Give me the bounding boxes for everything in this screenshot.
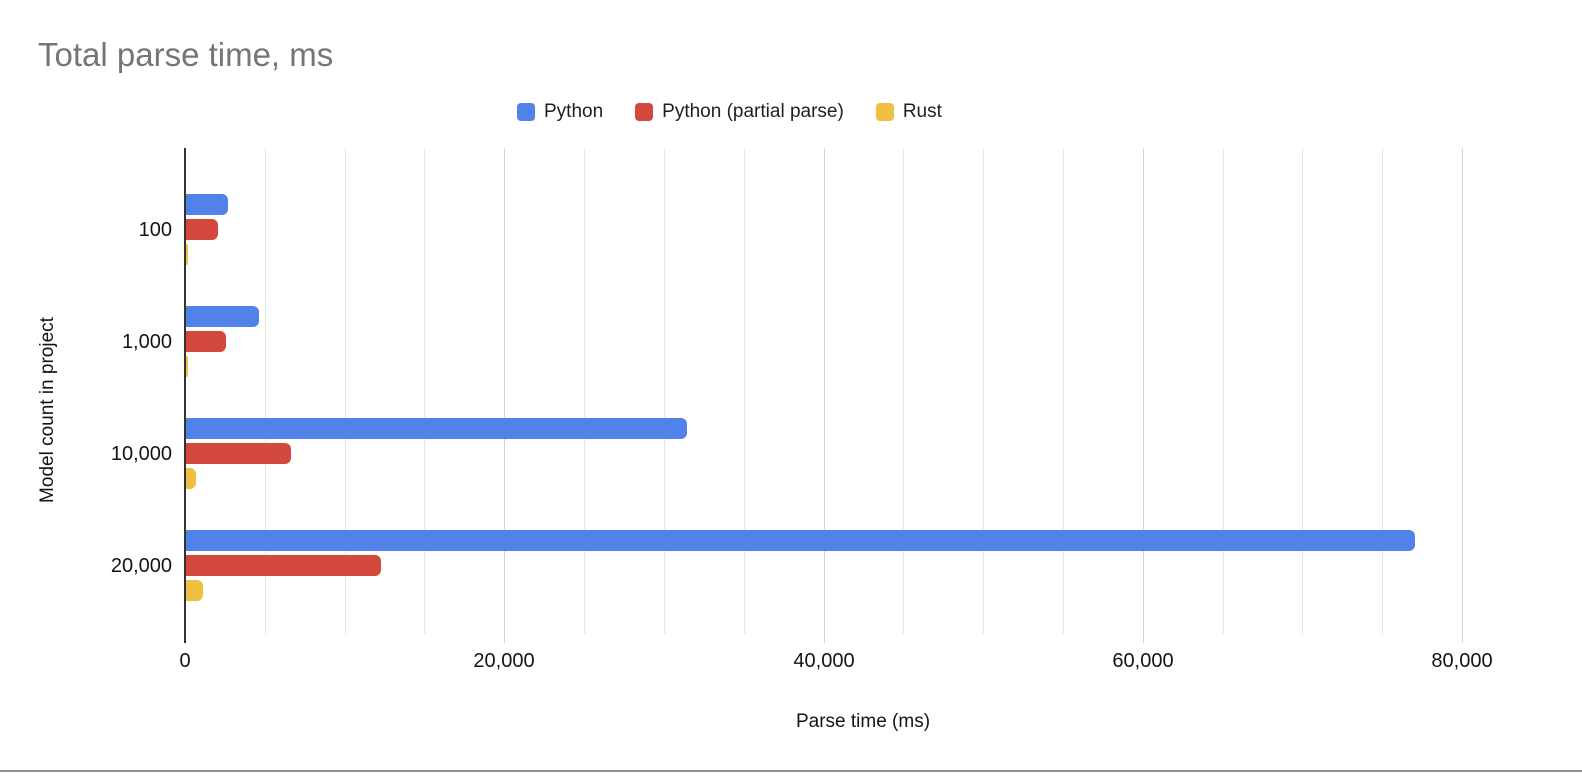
chart-title: Total parse time, ms [38, 36, 334, 73]
minor-gridline [983, 148, 984, 634]
bar-rust-20-000 [186, 580, 203, 601]
legend-item-rust: Rust [875, 101, 942, 123]
bar-python-20-000 [186, 530, 1415, 551]
x-tick-label-0: 0 [179, 650, 191, 672]
legend-label: Rust [902, 101, 942, 122]
x-tick-label-80-000: 80,000 [1431, 650, 1493, 672]
minor-gridline [1063, 148, 1064, 634]
major-gridline [1462, 148, 1463, 643]
bottom-divider-line [0, 770, 1582, 772]
bar-python-partial-parse-20-000 [186, 555, 381, 576]
x-tick-label-60-000: 60,000 [1112, 650, 1174, 672]
minor-gridline [345, 148, 346, 634]
y-axis-line [184, 148, 186, 643]
x-tick-label-20-000: 20,000 [473, 650, 535, 672]
minor-gridline [1223, 148, 1224, 634]
bar-python-1-000 [186, 306, 259, 327]
category-label-1-000: 1,000 [121, 330, 172, 353]
legend-label: Python [544, 101, 604, 122]
minor-gridline [903, 148, 904, 634]
minor-gridline [424, 148, 425, 634]
python-legend-swatch-icon [517, 103, 535, 121]
bar-python-100 [186, 194, 228, 215]
legend-label: Python (partial parse) [662, 101, 844, 122]
bar-rust-100 [186, 244, 188, 265]
category-label-10-000: 10,000 [110, 442, 172, 465]
bar-python-partial-parse-10-000 [186, 443, 291, 464]
bar-python-10-000 [186, 418, 687, 439]
minor-gridline [1302, 148, 1303, 634]
y-axis-title: Model count in project [37, 317, 58, 503]
bar-python-partial-parse-1-000 [186, 331, 226, 352]
minor-gridline [584, 148, 585, 634]
legend-item-python: Python [517, 101, 603, 123]
rust-legend-swatch-icon [875, 103, 894, 121]
legend-item-python-partial-parse: Python (partial parse) [635, 101, 844, 123]
legend: Python Python (partial parse) Rust [517, 101, 942, 123]
python-partial-parse-legend-swatch-icon [635, 103, 654, 121]
category-label-20-000: 20,000 [110, 554, 172, 577]
major-gridline [1143, 148, 1144, 643]
bar-rust-10-000 [186, 468, 196, 489]
x-tick-label-40-000: 40,000 [793, 650, 855, 672]
minor-gridline [664, 148, 665, 634]
major-gridline [504, 148, 505, 643]
bar-python-partial-parse-100 [186, 219, 218, 240]
minor-gridline [1382, 148, 1383, 634]
major-gridline [824, 148, 825, 643]
x-axis-title: Parse time (ms) [795, 711, 931, 732]
minor-gridline [265, 148, 266, 634]
bar-rust-1-000 [186, 356, 188, 377]
category-label-100: 100 [138, 218, 172, 241]
minor-gridline [744, 148, 745, 634]
